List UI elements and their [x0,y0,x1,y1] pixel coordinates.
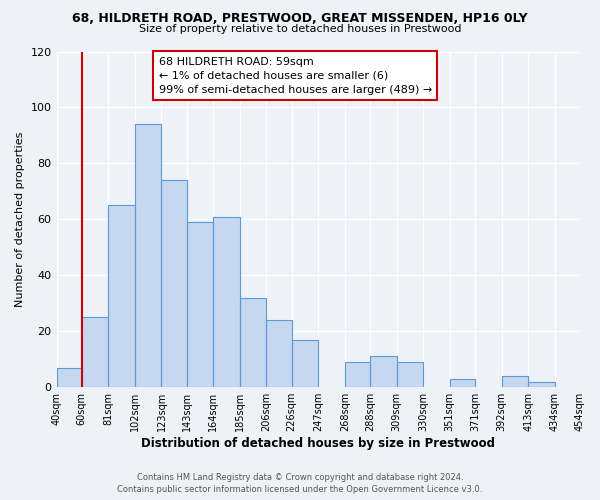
Text: 68 HILDRETH ROAD: 59sqm
← 1% of detached houses are smaller (6)
99% of semi-deta: 68 HILDRETH ROAD: 59sqm ← 1% of detached… [158,56,432,94]
Y-axis label: Number of detached properties: Number of detached properties [15,132,25,307]
Text: Contains HM Land Registry data © Crown copyright and database right 2024.
Contai: Contains HM Land Registry data © Crown c… [118,472,482,494]
Text: Size of property relative to detached houses in Prestwood: Size of property relative to detached ho… [139,24,461,34]
Text: 68, HILDRETH ROAD, PRESTWOOD, GREAT MISSENDEN, HP16 0LY: 68, HILDRETH ROAD, PRESTWOOD, GREAT MISS… [72,12,528,26]
X-axis label: Distribution of detached houses by size in Prestwood: Distribution of detached houses by size … [141,437,495,450]
